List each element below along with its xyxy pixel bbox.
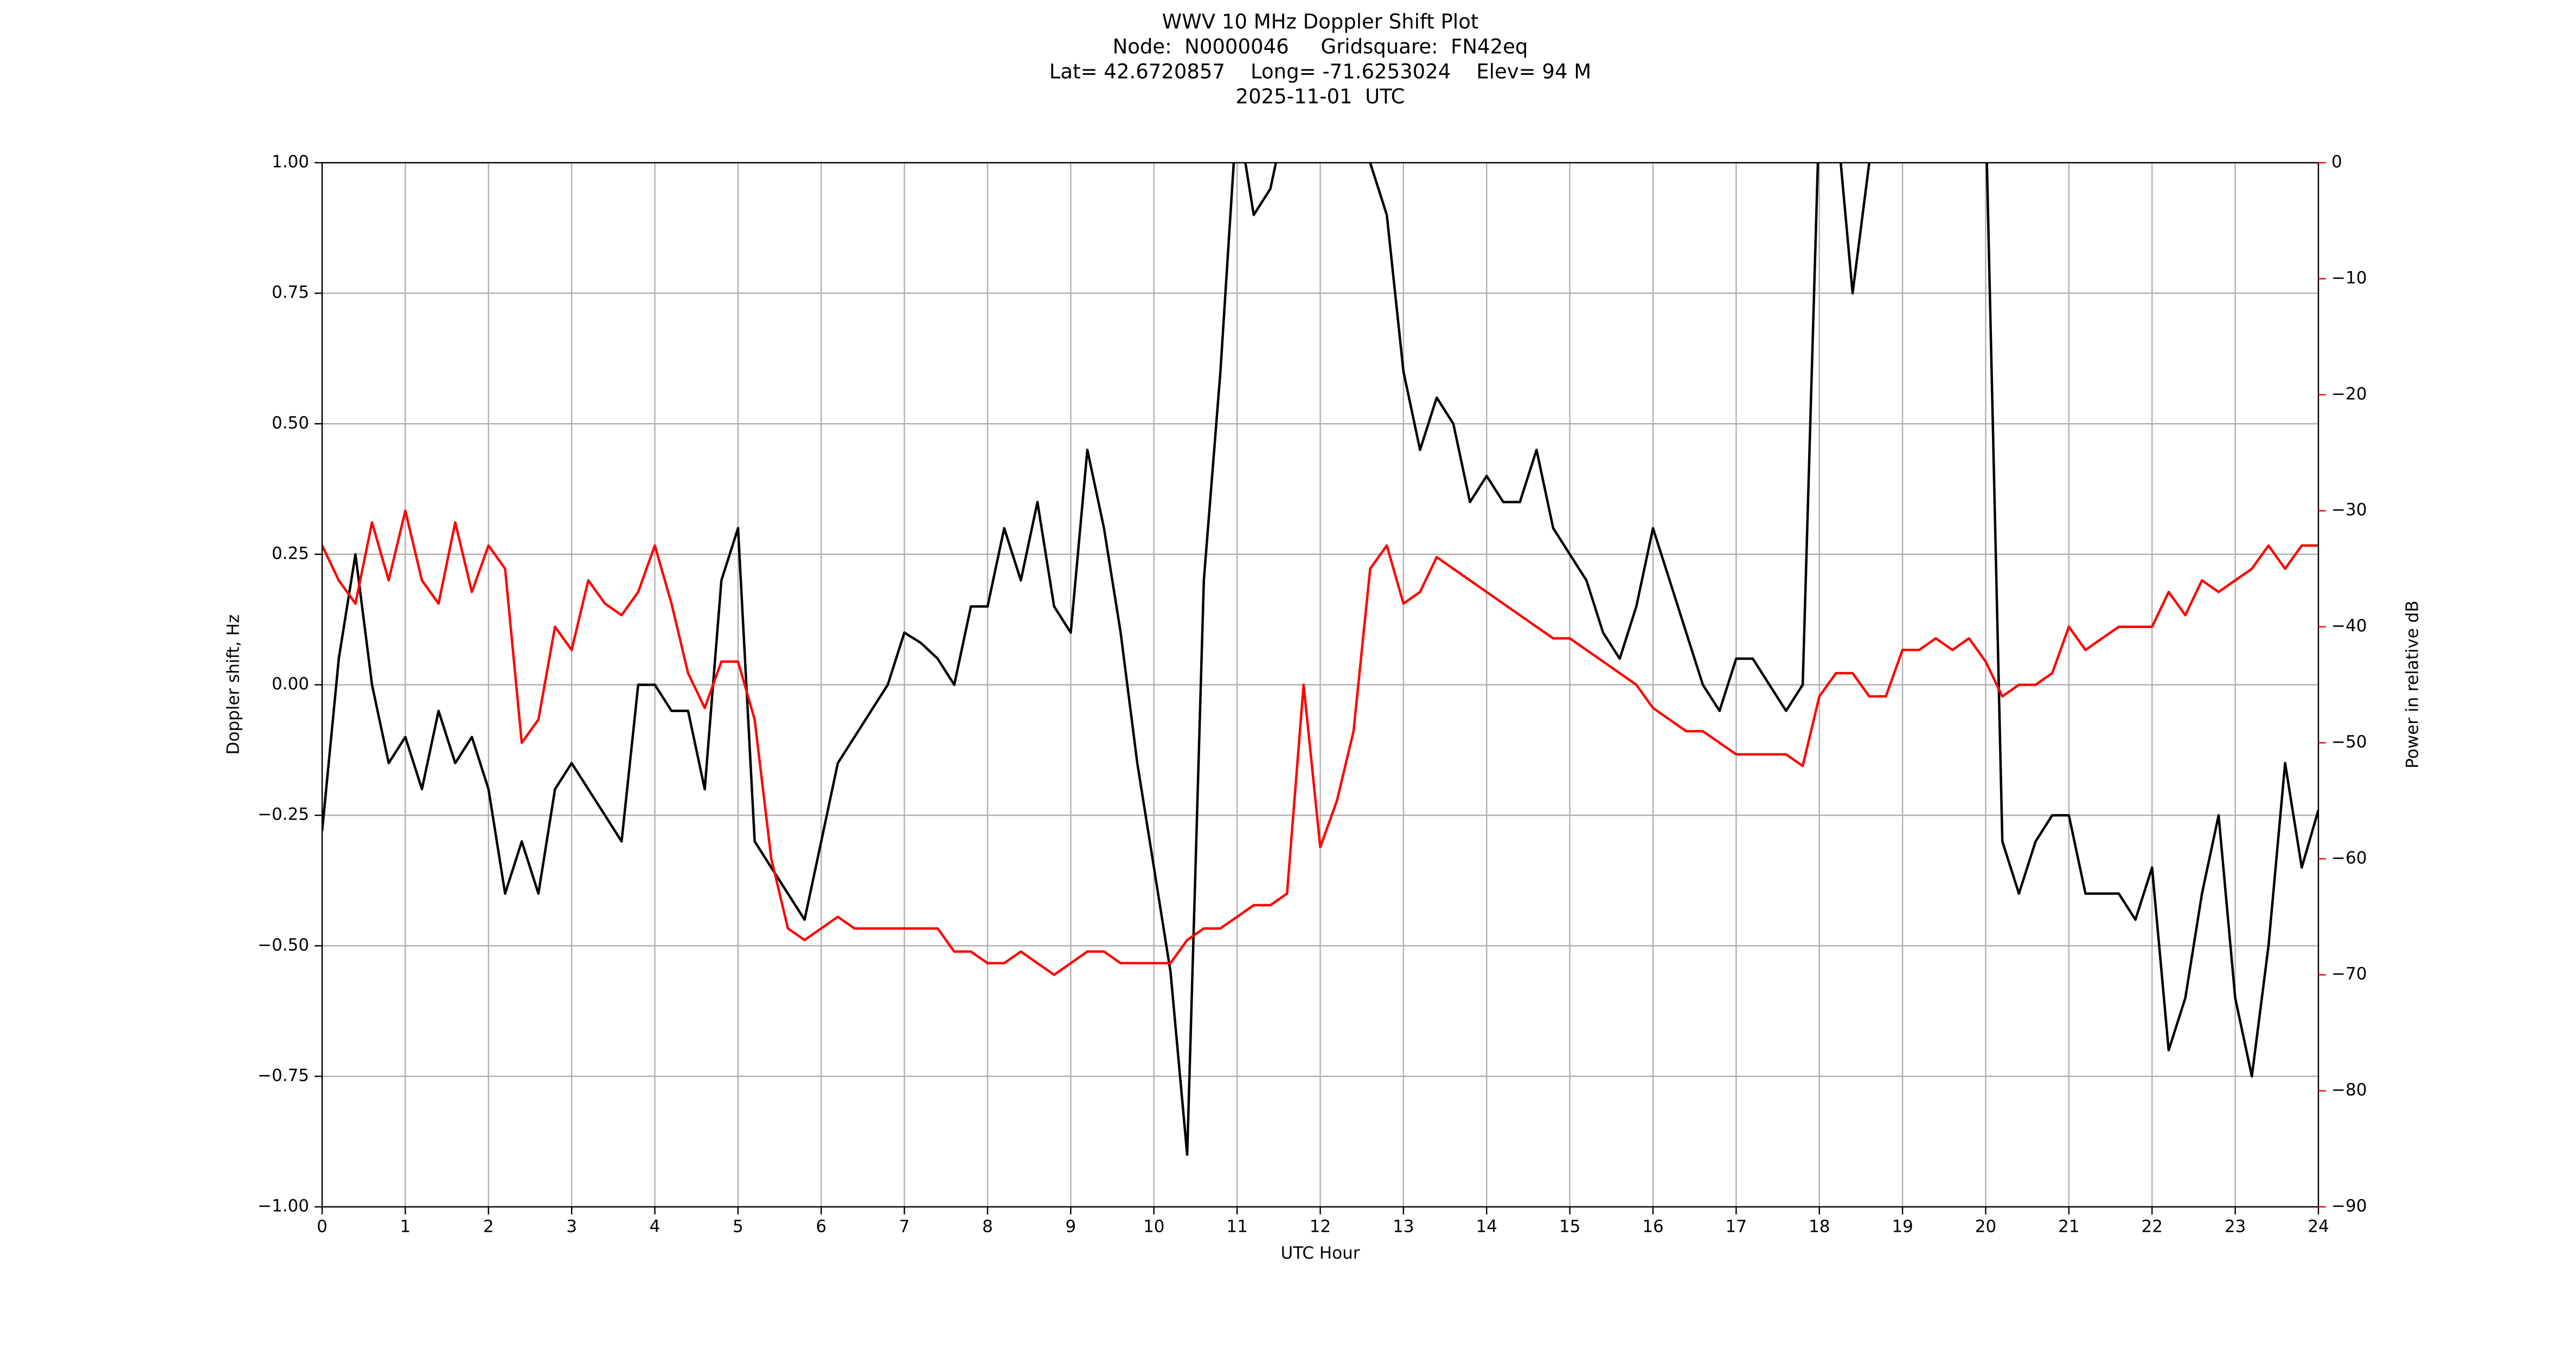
y-tick-label: −0.75 — [258, 1066, 309, 1085]
x-tick-label: 14 — [1476, 1217, 1497, 1237]
x-tick-label: 0 — [317, 1217, 328, 1237]
y2-tick-label: −60 — [2331, 848, 2367, 868]
x-tick-label: 16 — [1642, 1217, 1663, 1237]
chart-subtitle: 2025-11-01 UTC — [1236, 85, 1405, 108]
y-tick-label: −0.25 — [258, 805, 309, 824]
x-tick-label: 13 — [1393, 1217, 1414, 1237]
y2-tick-label: 0 — [2331, 152, 2342, 172]
y2-tick-label: −40 — [2331, 616, 2367, 636]
x-tick-label: 12 — [1310, 1217, 1331, 1237]
x-tick-label: 24 — [2308, 1217, 2329, 1237]
x-tick-label: 8 — [982, 1217, 993, 1237]
x-tick-label: 10 — [1143, 1217, 1164, 1237]
y-tick-label: 0.50 — [272, 413, 309, 433]
y-tick-label: −1.00 — [258, 1197, 309, 1216]
y2-tick-label: −30 — [2331, 500, 2367, 520]
x-tick-label: 9 — [1066, 1217, 1076, 1237]
x-tick-label: 2 — [483, 1217, 494, 1237]
x-tick-label: 23 — [2225, 1217, 2246, 1237]
x-tick-label: 4 — [650, 1217, 661, 1237]
x-tick-label: 6 — [816, 1217, 826, 1237]
x-tick-label: 18 — [1809, 1217, 1830, 1237]
chart-title: WWV 10 MHz Doppler Shift Plot — [1162, 10, 1479, 34]
x-tick-label: 17 — [1726, 1217, 1747, 1237]
y2-tick-label: −90 — [2331, 1197, 2367, 1216]
x-tick-label: 7 — [899, 1217, 910, 1237]
y-tick-label: 0.75 — [272, 283, 309, 302]
y-tick-label: −0.50 — [258, 935, 309, 955]
y-tick-label: 0.25 — [272, 543, 309, 563]
x-tick-label: 19 — [1892, 1217, 1913, 1237]
x-tick-label: 11 — [1226, 1217, 1247, 1237]
x-tick-label: 3 — [566, 1217, 577, 1237]
y2-tick-label: −20 — [2331, 384, 2367, 404]
y2-tick-label: −70 — [2331, 964, 2367, 984]
x-tick-label: 15 — [1559, 1217, 1580, 1237]
y-tick-label: 0.00 — [272, 674, 309, 694]
x-tick-label: 21 — [2058, 1217, 2079, 1237]
x-tick-label: 5 — [733, 1217, 744, 1237]
chart-subtitle: Lat= 42.6720857 Long= -71.6253024 Elev= … — [1049, 60, 1591, 84]
x-axis-label: UTC Hour — [1281, 1244, 1360, 1263]
chart-subtitle: Node: N0000046 Gridsquare: FN42eq — [1113, 35, 1528, 59]
data-line — [322, 509, 2318, 976]
x-tick-label: 1 — [400, 1217, 411, 1237]
x-tick-label: 20 — [1975, 1217, 1996, 1237]
y2-tick-label: −50 — [2331, 732, 2367, 752]
y2-axis-label: Power in relative dB — [2403, 600, 2423, 768]
y2-tick-label: −10 — [2331, 268, 2367, 287]
data-line — [322, 163, 2318, 1156]
y-tick-label: 1.00 — [272, 152, 309, 172]
x-tick-label: 22 — [2142, 1217, 2163, 1237]
y-axis-label: Doppler shift, Hz — [224, 615, 243, 755]
y2-tick-label: −80 — [2331, 1080, 2367, 1100]
